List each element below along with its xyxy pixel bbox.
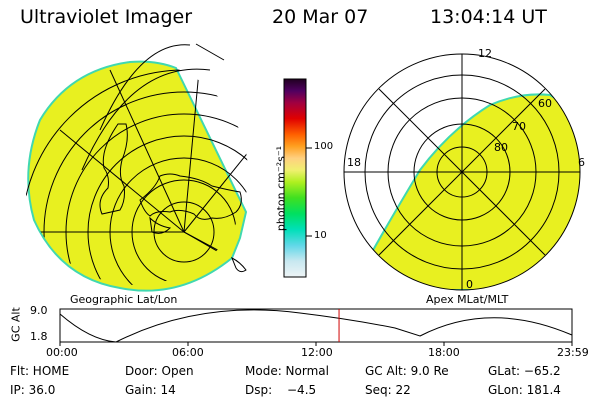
time-tick-1800: 18:00 bbox=[428, 346, 460, 359]
alt-tick-1-8: 1.8 bbox=[30, 330, 48, 343]
mlat-label-80: 80 bbox=[494, 141, 508, 154]
image-time: 13:04:14 UT bbox=[430, 6, 547, 28]
flight-status: Flt: HOME bbox=[10, 364, 70, 378]
coastline bbox=[99, 123, 247, 273]
glat-value: GLat: −65.2 bbox=[488, 364, 561, 378]
dsp-value: −4.5 bbox=[287, 383, 317, 397]
gain-value: Gain: 14 bbox=[125, 383, 176, 397]
mlat-label-70: 70 bbox=[512, 120, 526, 133]
alt-axis-label: GC Alt bbox=[9, 307, 23, 342]
left-grid-outer bbox=[81, 43, 225, 171]
glon-value: GLon: 181.4 bbox=[488, 383, 561, 397]
colorbar-tick-100: 100 bbox=[314, 141, 334, 152]
mlt-label-18: 18 bbox=[347, 156, 361, 169]
ip-value: IP: 36.0 bbox=[10, 383, 56, 397]
colorbar-tick-10: 10 bbox=[314, 230, 327, 241]
mlt-label-0: 0 bbox=[466, 278, 473, 291]
mlat-label-60: 60 bbox=[538, 97, 552, 110]
seq-value: Seq: 22 bbox=[365, 383, 411, 397]
dsp-label: Dsp: bbox=[245, 383, 273, 397]
mlt-label-12: 12 bbox=[478, 47, 492, 60]
left-uv-image bbox=[27, 60, 248, 292]
colorbar bbox=[283, 78, 312, 278]
time-tick-2359: 23:59 bbox=[557, 346, 589, 359]
time-tick-0600: 06:00 bbox=[172, 346, 204, 359]
time-tick-1200: 12:00 bbox=[301, 346, 333, 359]
gc-altitude: GC Alt: 9.0 Re bbox=[365, 364, 449, 378]
door-status: Door: Open bbox=[125, 364, 194, 378]
right-grid bbox=[343, 53, 581, 291]
right-panel-caption: Apex MLat/MLT bbox=[426, 293, 509, 306]
left-panel-caption: Geographic Lat/Lon bbox=[70, 293, 178, 306]
app-title: Ultraviolet Imager bbox=[20, 6, 193, 28]
alt-tick-9: 9.0 bbox=[30, 304, 48, 317]
mode-status: Mode: Normal bbox=[245, 364, 329, 378]
image-date: 20 Mar 07 bbox=[272, 6, 369, 28]
time-tick-0000: 00:00 bbox=[46, 346, 78, 359]
mlt-label-6: 6 bbox=[578, 156, 585, 169]
